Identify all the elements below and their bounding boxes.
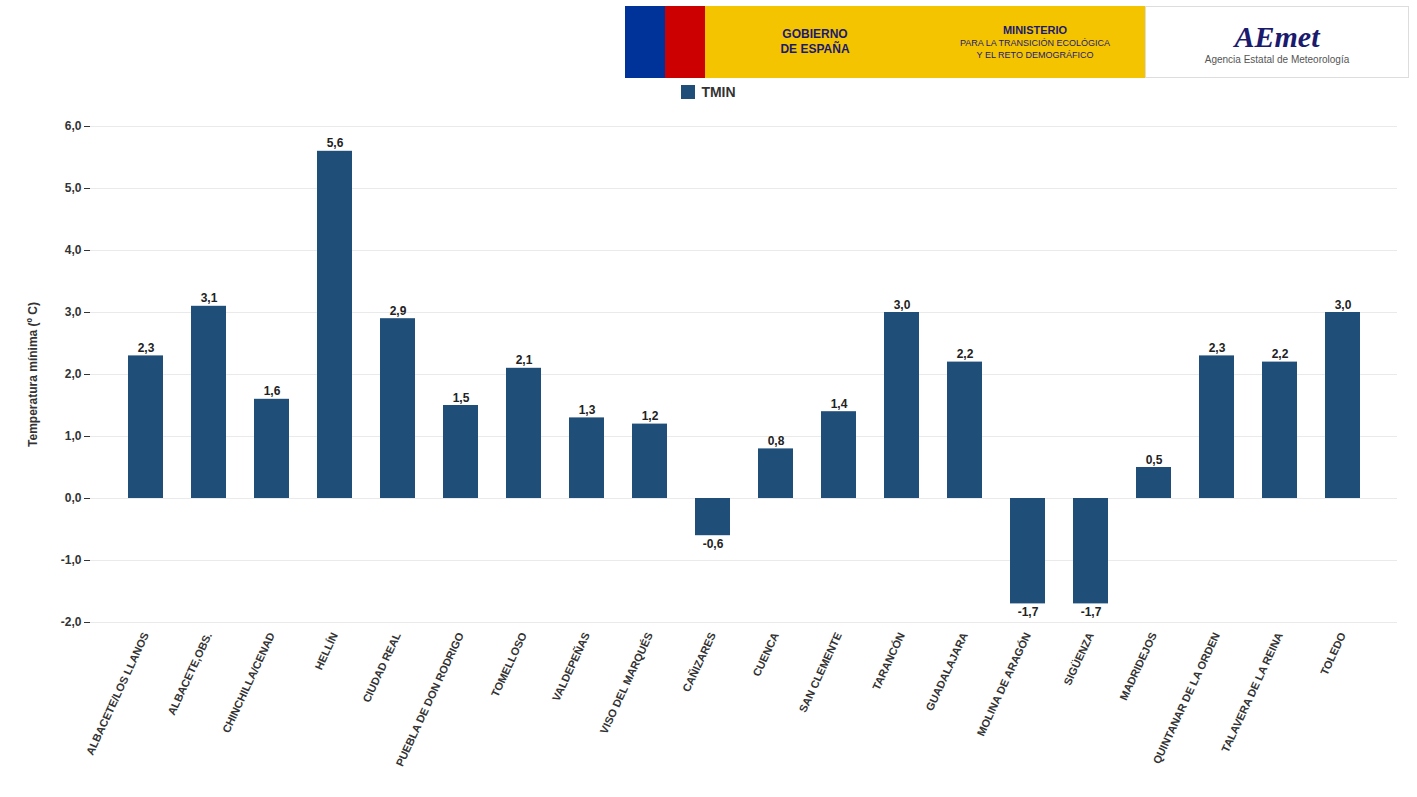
svg-text:1,3: 1,3 xyxy=(579,403,596,417)
html-text:Agencia Estatal de Meteorologí: Agencia Estatal de Meteorología xyxy=(1204,53,1350,65)
svg-text:4,0: 4,0 xyxy=(65,243,82,257)
html-text:DE ESPAÑA: DE ESPAÑA xyxy=(780,42,850,56)
svg-text:TARANCÓN: TARANCÓN xyxy=(870,630,907,691)
svg-text:1,0: 1,0 xyxy=(65,429,82,443)
svg-text:Temperatura mínima (º C): Temperatura mínima (º C) xyxy=(26,302,40,447)
svg-text:1,6: 1,6 xyxy=(264,384,281,398)
svg-text:SAN CLEMENTE: SAN CLEMENTE xyxy=(796,630,844,714)
html-text:Y EL RETO DEMOGRÁFICO: Y EL RETO DEMOGRÁFICO xyxy=(976,50,1094,60)
svg-text:3,0: 3,0 xyxy=(65,305,82,319)
svg-text:5,0: 5,0 xyxy=(65,181,82,195)
svg-text:0,8: 0,8 xyxy=(768,434,785,448)
svg-text:TOLEDO: TOLEDO xyxy=(1318,630,1348,677)
svg-text:VALDEPEÑAS: VALDEPEÑAS xyxy=(550,630,592,702)
svg-text:2,2: 2,2 xyxy=(957,347,974,361)
svg-text:1,5: 1,5 xyxy=(453,391,470,405)
svg-text:-1,0: -1,0 xyxy=(61,553,82,567)
svg-text:TALAVERA DE LA REINA: TALAVERA DE LA REINA xyxy=(1219,630,1285,754)
svg-text:QUINTANAR DE LA ORDEN: QUINTANAR DE LA ORDEN xyxy=(1150,630,1222,765)
svg-text:2,0: 2,0 xyxy=(65,367,82,381)
html-text:PARA LA TRANSICIÓN ECOLÓGICA: PARA LA TRANSICIÓN ECOLÓGICA xyxy=(959,38,1111,48)
svg-text:PUEBLA DE DON RODRIGO: PUEBLA DE DON RODRIGO xyxy=(393,630,466,768)
svg-text:TOMELLOSO: TOMELLOSO xyxy=(489,630,529,698)
svg-text:VISO DEL MARQUÉS: VISO DEL MARQUÉS xyxy=(597,630,655,735)
svg-text:5,6: 5,6 xyxy=(327,136,344,150)
svg-text:0,0: 0,0 xyxy=(65,491,82,505)
svg-text:2,9: 2,9 xyxy=(390,304,407,318)
svg-text:MADRIDEJOS: MADRIDEJOS xyxy=(1117,630,1159,702)
svg-text:1,4: 1,4 xyxy=(831,397,848,411)
svg-text:3,0: 3,0 xyxy=(1335,298,1352,312)
svg-text:-0,6: -0,6 xyxy=(703,537,724,551)
svg-text:3,0: 3,0 xyxy=(894,298,911,312)
svg-text:1,2: 1,2 xyxy=(642,409,659,423)
svg-text:-1,7: -1,7 xyxy=(1081,605,1102,619)
svg-text:0,5: 0,5 xyxy=(1146,453,1163,467)
svg-text:CAÑIZARES: CAÑIZARES xyxy=(680,630,718,693)
svg-text:2,1: 2,1 xyxy=(516,353,533,367)
svg-text:ALBACETE,OBS.: ALBACETE,OBS. xyxy=(165,630,214,716)
html-text:MINISTERIO: MINISTERIO xyxy=(1002,24,1068,36)
html-text:AEmet: AEmet xyxy=(1234,19,1320,53)
svg-text:MOLINA DE ARAGÓN: MOLINA DE ARAGÓN xyxy=(974,630,1033,737)
svg-text:-2,0: -2,0 xyxy=(61,615,82,629)
svg-text:2,3: 2,3 xyxy=(138,341,155,355)
svg-text:3,1: 3,1 xyxy=(201,291,218,305)
svg-text:HELLÍN: HELLÍN xyxy=(312,630,340,671)
svg-text:6,0: 6,0 xyxy=(65,119,82,133)
svg-text:CUENCA: CUENCA xyxy=(750,630,781,678)
svg-text:ALBACETE/LOS LLANOS: ALBACETE/LOS LLANOS xyxy=(84,630,151,756)
svg-text:-1,7: -1,7 xyxy=(1018,605,1039,619)
svg-text:GUADALAJARA: GUADALAJARA xyxy=(923,630,970,712)
svg-text:2,3: 2,3 xyxy=(1209,341,1226,355)
html-text:GOBIERNO: GOBIERNO xyxy=(782,27,848,41)
html-text:TMIN: TMIN xyxy=(701,84,736,100)
svg-text:SIGÜENZA: SIGÜENZA xyxy=(1061,630,1096,687)
svg-text:CHINCHILLA/CENAD: CHINCHILLA/CENAD xyxy=(220,630,277,734)
svg-text:2,2: 2,2 xyxy=(1272,347,1289,361)
svg-text:CIUDAD REAL: CIUDAD REAL xyxy=(360,630,403,704)
